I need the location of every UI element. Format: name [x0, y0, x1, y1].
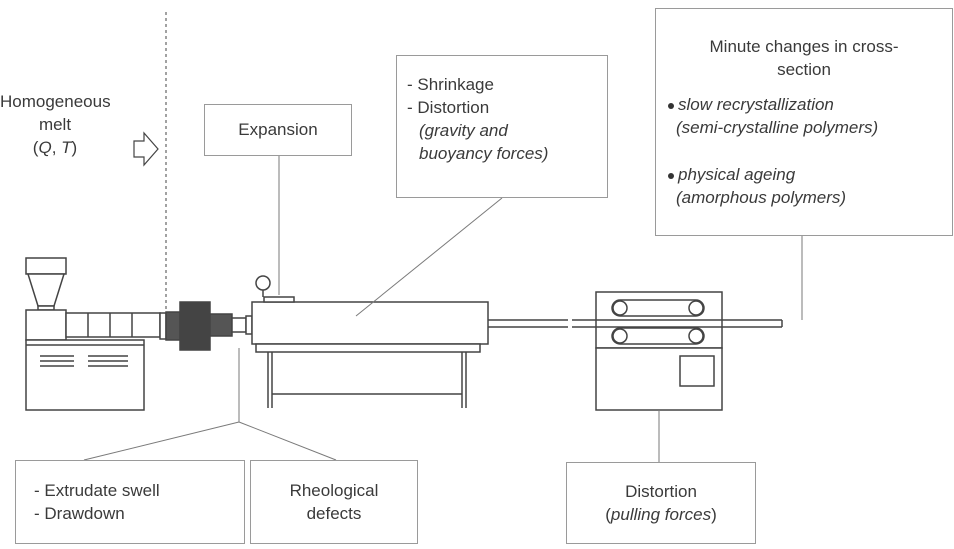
input-sep: , — [51, 138, 62, 157]
expansion-label: Expansion — [238, 120, 318, 139]
input-label: Homogeneous melt (Q, T) — [0, 90, 111, 159]
puller-italic-text: pulling forces — [610, 505, 712, 524]
leader-die-left — [83, 421, 240, 461]
input-label-line3: (Q, T) — [0, 136, 110, 159]
puller-unit — [595, 291, 723, 411]
bullet-dot-icon — [668, 172, 674, 179]
die-assembly — [159, 301, 253, 351]
input-t: T — [61, 138, 72, 157]
extruder-body — [25, 309, 145, 411]
postprocess-title-line2: section — [777, 60, 831, 79]
hopper — [25, 257, 67, 311]
cooling-distortion-detail-line1: (gravity and — [419, 121, 508, 140]
die-exit-box: - Extrudate swell - Drawdown — [15, 460, 245, 544]
rheology-box: Rheological defects — [250, 460, 418, 544]
leader-cooling — [355, 197, 503, 317]
rheology-line2: defects — [306, 504, 362, 523]
input-paren-close: ) — [71, 138, 78, 157]
postprocess-title-line1: Minute changes in cross- — [709, 37, 899, 56]
postprocess-bullet2-text: physical ageing — [678, 165, 796, 184]
postprocess-bullet2-line2: (amorphous polymers) — [676, 188, 847, 207]
postprocess-bullet1-line1: slow recrystallization — [668, 93, 834, 116]
die-exit-item-swell: - Extrudate swell — [34, 481, 160, 500]
puller-paren-close: ) — [711, 505, 717, 524]
expansion-box: Expansion — [204, 104, 352, 156]
input-arrow-icon — [133, 131, 159, 167]
postprocess-bullet1-line2: (semi-crystalline polymers) — [676, 118, 879, 137]
cooling-item-shrinkage: - Shrinkage — [407, 75, 494, 94]
input-paren-open: ( — [32, 138, 39, 157]
extruder-barrel — [65, 312, 161, 338]
input-q: Q — [38, 138, 52, 157]
input-label-line2: melt — [38, 115, 72, 134]
puller-paren-open: ( — [605, 505, 611, 524]
bullet-dot-icon — [668, 102, 674, 109]
postprocess-bullet2-line1: physical ageing — [668, 163, 795, 186]
cooling-effects-box: - Shrinkage - Distortion (gravity and bu… — [396, 55, 608, 198]
rheology-line1: Rheological — [289, 481, 379, 500]
post-processing-box: Minute changes in cross- section slow re… — [655, 8, 953, 236]
cooling-tank — [251, 275, 489, 408]
leader-die-right — [238, 421, 337, 461]
puller-distortion-box: Distortion (pulling forces) — [566, 462, 756, 544]
puller-line1: Distortion — [625, 482, 697, 501]
cooling-distortion-detail-line2: buoyancy forces) — [419, 144, 549, 163]
cooling-item-distortion: - Distortion — [407, 98, 490, 117]
postprocess-bullet1-text: slow recrystallization — [678, 95, 834, 114]
puller-line2: (pulling forces) — [567, 503, 755, 526]
die-exit-item-drawdown: - Drawdown — [34, 504, 125, 523]
input-label-line1: Homogeneous — [0, 92, 111, 111]
